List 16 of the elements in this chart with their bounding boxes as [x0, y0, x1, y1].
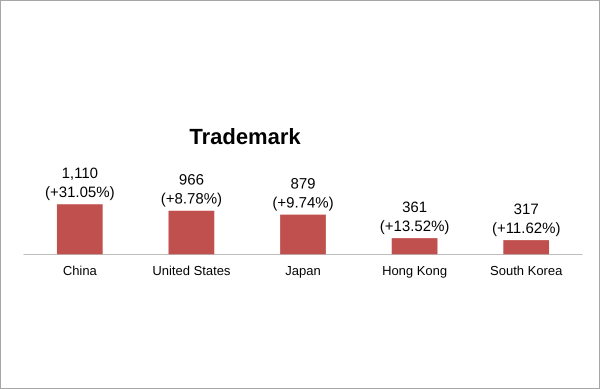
x-tick-label: China — [62, 262, 98, 278]
x-tick-label: South Korea — [490, 262, 564, 278]
data-label: 317 (+11.62%) — [492, 201, 560, 238]
data-label: 1,110 (+31.05%) — [44, 165, 115, 202]
data-label: 879 (+9.74%) — [272, 176, 334, 212]
bar — [392, 238, 438, 254]
bar — [168, 210, 214, 254]
bar — [280, 214, 326, 254]
data-label: 966 (+8.78%) — [160, 172, 222, 208]
x-tick-label: Japan — [285, 262, 321, 278]
bar — [503, 240, 550, 254]
chart-title: Trademark — [189, 124, 302, 149]
x-tick-label: United States — [152, 262, 231, 278]
data-label: 361 (+13.52%) — [380, 199, 450, 236]
bar — [56, 204, 103, 254]
x-tick-label: Hong Kong — [382, 262, 448, 278]
